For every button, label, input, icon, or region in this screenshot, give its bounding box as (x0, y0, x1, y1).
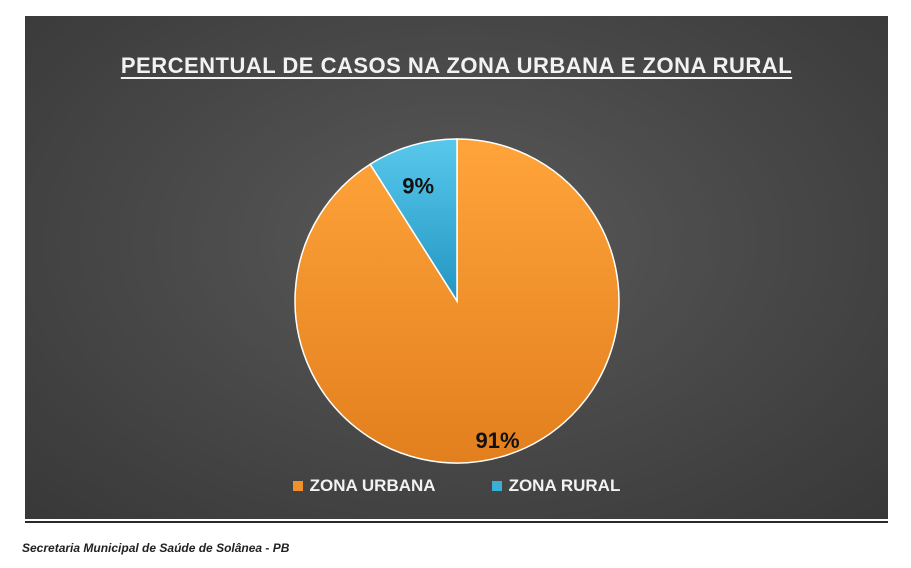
legend-swatch-zona-urbana (292, 481, 303, 491)
chart-title: PERCENTUAL DE CASOS NA ZONA URBANA E ZON… (120, 53, 793, 78)
chart-legend: ZONA URBANA ZONA RURAL (25, 476, 888, 496)
legend-swatch-zona-rural (491, 481, 502, 491)
legend-item-zona-urbana[interactable]: ZONA URBANA (292, 476, 436, 496)
pie-chart: 91% 9% (294, 138, 620, 464)
source-footer: Secretaria Municipal de Saúde de Solânea… (22, 541, 290, 555)
footer-divider (25, 521, 888, 523)
data-label-zona-urbana: 91% (475, 428, 519, 453)
legend-label-zona-urbana: ZONA URBANA (309, 476, 436, 495)
pie-slice-zona-rural[interactable] (369, 138, 458, 304)
legend-item-zona-rural[interactable]: ZONA RURAL (491, 476, 621, 496)
data-label-zona-rural: 9% (402, 173, 434, 198)
legend-label-zona-rural: ZONA RURAL (508, 476, 621, 495)
chart-panel: PERCENTUAL DE CASOS NA ZONA URBANA E ZON… (25, 16, 888, 519)
